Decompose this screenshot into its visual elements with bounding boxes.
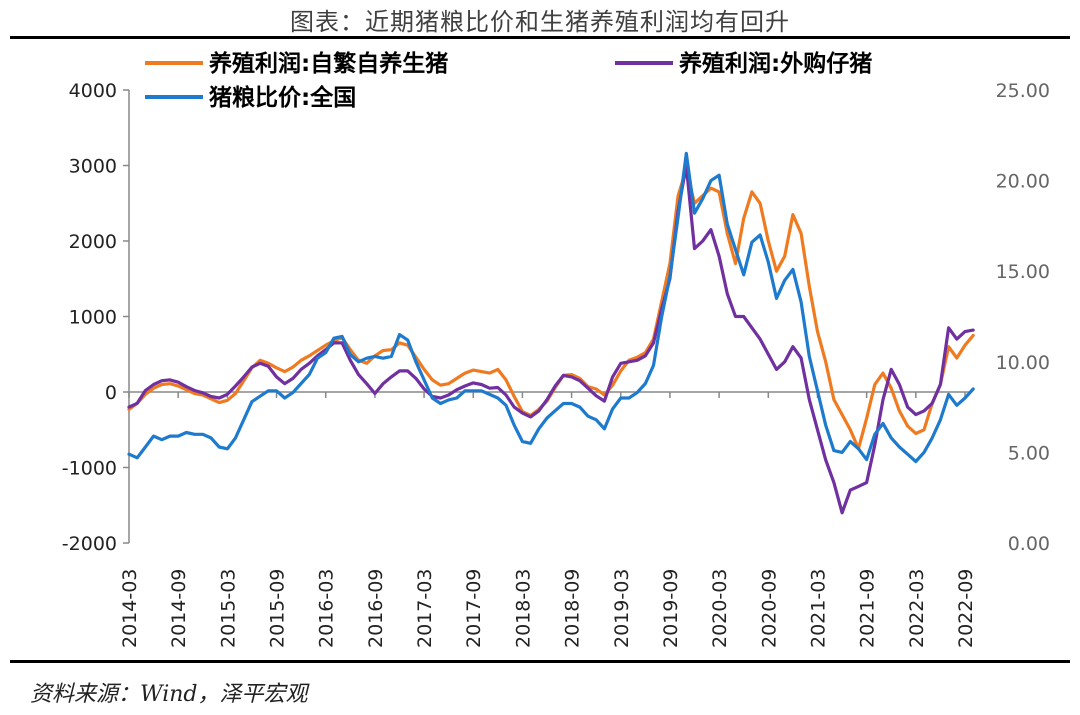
x-tick-label: 2022-09	[955, 569, 977, 648]
y-right-tick-label: 0.00	[1008, 533, 1050, 555]
series-line-1	[127, 167, 975, 451]
legend-label-3: 猪粮比价:全国	[209, 84, 356, 111]
x-tick-label: 2014-03	[119, 569, 141, 648]
y-right-tick-label: 20.00	[996, 171, 1050, 193]
source-note: 资料来源：Wind，泽平宏观	[30, 682, 308, 707]
x-tick-label: 2015-03	[217, 569, 239, 648]
y-right-tick-label: 15.00	[996, 261, 1050, 283]
y-left-tick-label: 4000	[69, 80, 117, 102]
y-left-tick-label: 2000	[69, 231, 117, 253]
x-tick-label: 2022-03	[906, 569, 928, 648]
y-left-tick-label: 3000	[69, 156, 117, 178]
series-group	[127, 151, 975, 515]
y-left-tick-label: 1000	[69, 307, 117, 329]
x-tick-label: 2014-09	[168, 569, 190, 648]
top-rule	[10, 36, 1070, 39]
series-line-3	[127, 151, 975, 464]
y-left-tick-label: -2000	[62, 533, 117, 555]
bottom-rule	[10, 660, 1070, 663]
y-left-tick-label: 0	[105, 382, 117, 404]
x-tick-label: 2021-03	[807, 569, 829, 648]
x-tick-label: 2015-09	[267, 569, 289, 648]
x-tick-label: 2017-03	[414, 569, 436, 648]
x-tick-label: 2018-03	[512, 569, 534, 648]
legend-label-1: 养殖利润:自繁自养生猪	[208, 50, 448, 77]
y-right-tick-label: 10.00	[996, 352, 1050, 374]
chart-title: 图表：近期猪粮比价和生猪养殖利润均有回升	[290, 8, 790, 36]
legend-label-2: 养殖利润:外购仔猪	[678, 50, 872, 77]
x-tick-label: 2020-09	[758, 569, 780, 648]
x-tick-label: 2019-09	[660, 569, 682, 648]
y-right-tick-label: 5.00	[1008, 442, 1050, 464]
x-tick-label: 2017-09	[463, 569, 485, 648]
y-right-tick-label: 25.00	[996, 80, 1050, 102]
x-tick-label: 2019-03	[611, 569, 633, 648]
y-left-tick-label: -1000	[62, 458, 117, 480]
x-tick-label: 2016-09	[365, 569, 387, 648]
x-tick-label: 2021-09	[857, 569, 879, 648]
axes-group: -2000 -1000 0 1000 2000 3000 4000 0.00 5.00 10.00…	[62, 80, 1050, 648]
x-tick-label: 2020-03	[709, 569, 731, 648]
x-tick-label: 2016-03	[316, 569, 338, 648]
series-line-2	[127, 163, 975, 515]
x-tick-label: 2018-09	[562, 569, 584, 648]
